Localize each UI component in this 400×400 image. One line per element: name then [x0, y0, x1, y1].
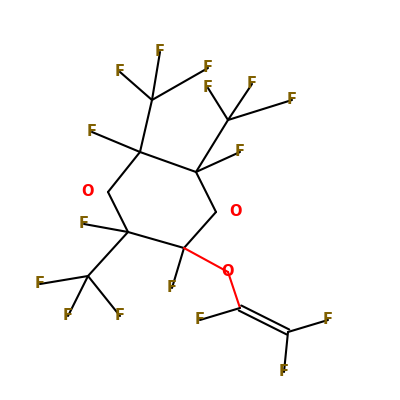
- Text: F: F: [203, 60, 213, 76]
- Text: F: F: [63, 308, 73, 324]
- Text: F: F: [287, 92, 297, 108]
- Text: F: F: [79, 216, 89, 232]
- Text: O: O: [222, 264, 234, 280]
- Text: F: F: [155, 44, 165, 60]
- Text: F: F: [35, 276, 45, 292]
- Text: F: F: [115, 64, 125, 80]
- Text: F: F: [279, 364, 289, 380]
- Text: F: F: [247, 76, 257, 92]
- Text: F: F: [323, 312, 333, 328]
- Text: F: F: [235, 144, 245, 160]
- Text: F: F: [203, 80, 213, 96]
- Text: F: F: [115, 308, 125, 324]
- Text: F: F: [195, 312, 205, 328]
- Text: F: F: [87, 124, 97, 140]
- Text: O: O: [82, 184, 94, 200]
- Text: O: O: [230, 204, 242, 220]
- Text: F: F: [167, 280, 177, 296]
